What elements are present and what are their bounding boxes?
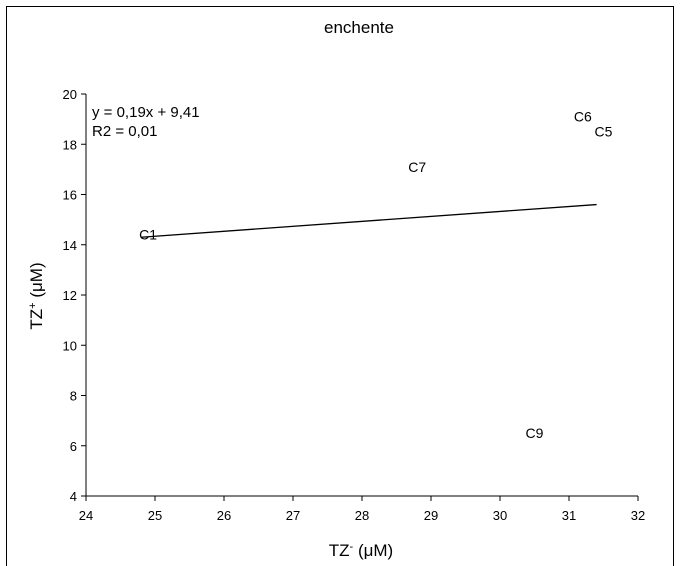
point-label: C1 [139,227,157,243]
y-tick-label: 12 [63,288,77,303]
x-tick-label: 25 [148,508,162,523]
axes [85,94,638,497]
y-axis-label-unit: (μM) [27,262,46,302]
x-tick-label: 29 [424,508,438,523]
trendline [141,203,597,238]
trendline-group [141,203,597,238]
point-label: C7 [408,159,426,175]
y-tick-label: 6 [70,439,77,454]
x-tick-label: 24 [79,508,93,523]
trendline-r2: R2 = 0,01 [92,123,157,140]
y-tick-label: 20 [63,87,77,102]
x-axis-label-unit: (μM) [353,541,393,560]
x-tick-label: 28 [355,508,369,523]
x-axis-label: TZ- (μM) [329,541,393,560]
x-tick-label: 32 [631,508,645,523]
y-tick-label: 10 [63,338,77,353]
y-axis-label-sup: + [27,302,39,308]
chart-title: enchente [324,18,394,37]
y-tick-label: 8 [70,389,77,404]
x-tick-label: 26 [217,508,231,523]
trendline-equation: y = 0,19x + 9,41 [92,104,200,121]
x-ticks: 24 25 26 27 28 29 30 31 32 [79,496,645,523]
x-axis-label-sup: - [350,541,354,553]
point-label: C6 [574,109,592,125]
point-label: C9 [526,425,544,441]
y-ticks: 4 6 8 10 12 14 16 18 20 [63,87,86,504]
y-tick-label: 14 [63,238,77,253]
x-axis-label-base: TZ [329,541,350,560]
y-tick-label: 18 [63,137,77,152]
point-label: C5 [595,124,613,140]
y-tick-label: 16 [63,188,77,203]
chart-frame [6,6,674,566]
x-tick-label: 27 [286,508,300,523]
x-tick-label: 31 [562,508,576,523]
y-axis-label: TZ+ (μM) [27,262,46,329]
y-tick-label: 4 [70,489,77,504]
y-axis-label-base: TZ [27,309,46,330]
x-tick-label: 30 [493,508,507,523]
